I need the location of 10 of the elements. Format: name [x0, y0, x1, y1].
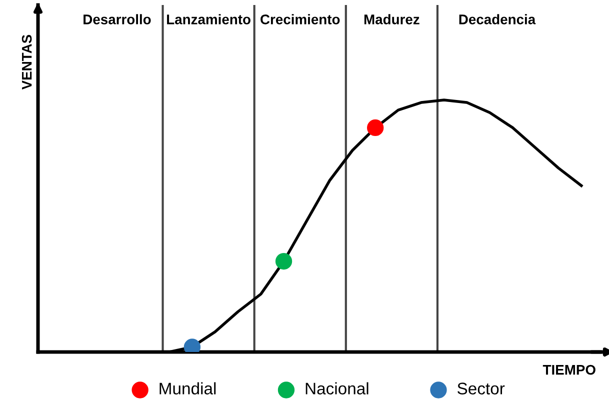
x-axis-title: TIEMPO [542, 364, 596, 375]
text: Desarrollo [84, 14, 151, 24]
text: Crecimiento [260, 14, 340, 24]
text: Sector [458, 382, 505, 394]
text: Decadencia [459, 14, 536, 24]
text: VENTAS [22, 34, 32, 90]
text: Lanzamiento [167, 14, 250, 24]
text: Nacional [306, 382, 368, 394]
text: Mundial [160, 382, 216, 394]
text: Madurez [364, 14, 420, 24]
